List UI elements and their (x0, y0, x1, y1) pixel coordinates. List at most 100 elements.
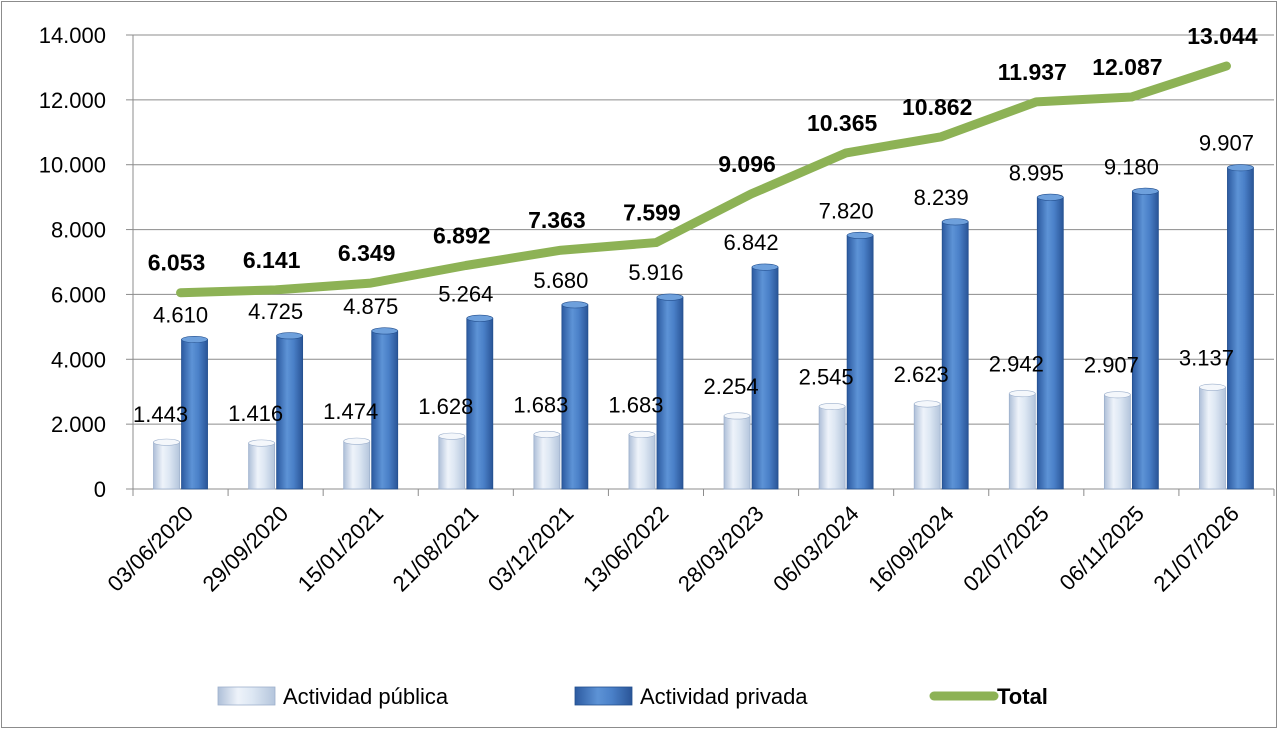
data-label-actividad-privada: 7.820 (819, 198, 874, 223)
bar-actividad-publica (818, 406, 846, 490)
bar-actividad-publica (913, 403, 941, 490)
x-tick-label: 15/01/2021 (293, 501, 389, 597)
data-label-actividad-privada: 4.610 (153, 303, 208, 328)
bar-cap (371, 327, 399, 335)
bar-actividad-privada (846, 235, 874, 490)
bar-cap (533, 430, 561, 438)
bar-actividad-publica (1103, 394, 1131, 490)
data-label-actividad-privada: 5.264 (438, 281, 493, 306)
legend-label-total: Total (997, 684, 1048, 709)
data-label-actividad-privada: 4.875 (343, 294, 398, 319)
y-tick-label: 6.000 (51, 282, 106, 307)
bar-actividad-publica (1008, 393, 1036, 490)
bar-cap (913, 400, 941, 408)
data-label-actividad-publica: 2.623 (894, 362, 949, 387)
bar-cap (941, 218, 969, 226)
x-tick-label: 03/06/2020 (103, 501, 199, 597)
x-tick-label: 29/09/2020 (198, 501, 294, 597)
bar-cap (153, 438, 180, 446)
x-tick-label: 06/11/2025 (1055, 501, 1149, 595)
data-label-actividad-publica: 1.443 (133, 402, 188, 427)
bar-actividad-publica (1199, 386, 1226, 490)
data-label-actividad-publica: 1.683 (608, 392, 663, 417)
data-label-actividad-privada: 8.239 (914, 185, 969, 210)
bar-actividad-publica (248, 442, 276, 490)
legend-label-actividad-publica: Actividad pública (283, 684, 449, 709)
y-tick-label: 8.000 (51, 218, 106, 243)
bar-cap (181, 336, 208, 344)
bar-cap (343, 437, 371, 445)
bar-actividad-publica (533, 434, 561, 490)
data-label-total: 7.599 (623, 200, 681, 226)
data-label-total: 9.096 (718, 151, 776, 177)
bar-actividad-privada (276, 335, 304, 490)
data-label-actividad-publica: 2.545 (799, 364, 854, 389)
data-label-actividad-publica: 2.907 (1084, 353, 1139, 378)
data-label-total: 11.937 (998, 59, 1067, 85)
data-label-total: 7.363 (528, 207, 586, 233)
data-label-actividad-privada: 4.725 (248, 299, 303, 324)
data-label-actividad-publica: 1.628 (418, 394, 473, 419)
data-label-actividad-privada: 9.907 (1199, 131, 1254, 156)
bar-actividad-publica (438, 435, 466, 490)
line-total (176, 61, 1231, 298)
bar-actividad-publica (723, 415, 751, 490)
data-label-total: 13.044 (1187, 23, 1258, 49)
y-tick-label: 2.000 (51, 412, 106, 437)
bar-actividad-privada (466, 317, 494, 490)
bar-cap (1227, 164, 1254, 172)
bar-actividad-publica (343, 440, 371, 490)
bar-cap (1008, 390, 1036, 398)
bar-actividad-publica (153, 441, 180, 490)
legend-swatch-actividad-privada (574, 686, 633, 706)
bar-actividad-privada (1131, 190, 1159, 490)
x-tick-label: 16/09/2024 (863, 501, 959, 597)
bar-cap (656, 293, 684, 301)
bar-actividad-privada (561, 304, 589, 490)
data-label-total: 6.053 (148, 250, 206, 276)
y-tick-label: 4.000 (51, 347, 106, 372)
line-layer (176, 61, 1231, 298)
bar-actividad-privada (1036, 196, 1064, 490)
bar-actividad-privada (941, 221, 969, 490)
bar-cap (276, 332, 303, 340)
data-label-actividad-privada: 9.180 (1104, 154, 1159, 179)
data-label-total: 6.892 (433, 223, 491, 249)
bar-actividad-privada (181, 339, 208, 490)
x-tick-label: 06/03/2024 (768, 501, 864, 597)
bar-cap (628, 430, 656, 438)
bar-cap (1036, 193, 1064, 201)
y-tick-label: 12.000 (39, 88, 106, 113)
bar-cap (438, 432, 466, 440)
data-label-total: 6.141 (243, 247, 301, 273)
x-tick-label: 02/07/2025 (958, 501, 1054, 597)
data-label-actividad-publica: 3.137 (1179, 345, 1234, 370)
data-label-actividad-publica: 1.683 (513, 392, 568, 417)
bar-cap (1199, 383, 1226, 391)
bar-cap (466, 314, 494, 322)
bar-layer (153, 164, 1254, 490)
data-label-actividad-publica: 2.942 (989, 352, 1044, 377)
bar-cap (248, 439, 275, 447)
bar-cap (561, 301, 589, 309)
bar-cap (818, 402, 846, 410)
data-label-actividad-privada: 5.916 (628, 260, 683, 285)
data-label-actividad-publica: 1.474 (323, 399, 378, 424)
x-tick-label: 03/12/2021 (483, 501, 579, 597)
axis-layer: 0 2.000 4.000 6.000 8.000 10.000 12.000 14.000 0… (39, 23, 1275, 597)
x-tick-label: 13/06/2022 (578, 501, 674, 597)
data-label-actividad-privada: 6.842 (724, 230, 779, 255)
y-tick-label: 10.000 (39, 153, 106, 178)
data-label-total: 10.862 (902, 94, 972, 120)
legend: Actividad pública Actividad privada Total (217, 684, 1048, 709)
bar-cap (751, 263, 779, 271)
data-label-actividad-publica: 2.254 (704, 374, 759, 399)
bar-actividad-publica (628, 434, 656, 490)
x-tick-label: 28/03/2023 (673, 501, 769, 597)
bar-actividad-privada (656, 296, 684, 490)
bar-cap (723, 412, 751, 420)
y-tick-label: 0 (94, 477, 106, 502)
data-label-actividad-privada: 8.995 (1009, 160, 1064, 185)
x-tick-label: 21/07/2026 (1148, 501, 1244, 597)
